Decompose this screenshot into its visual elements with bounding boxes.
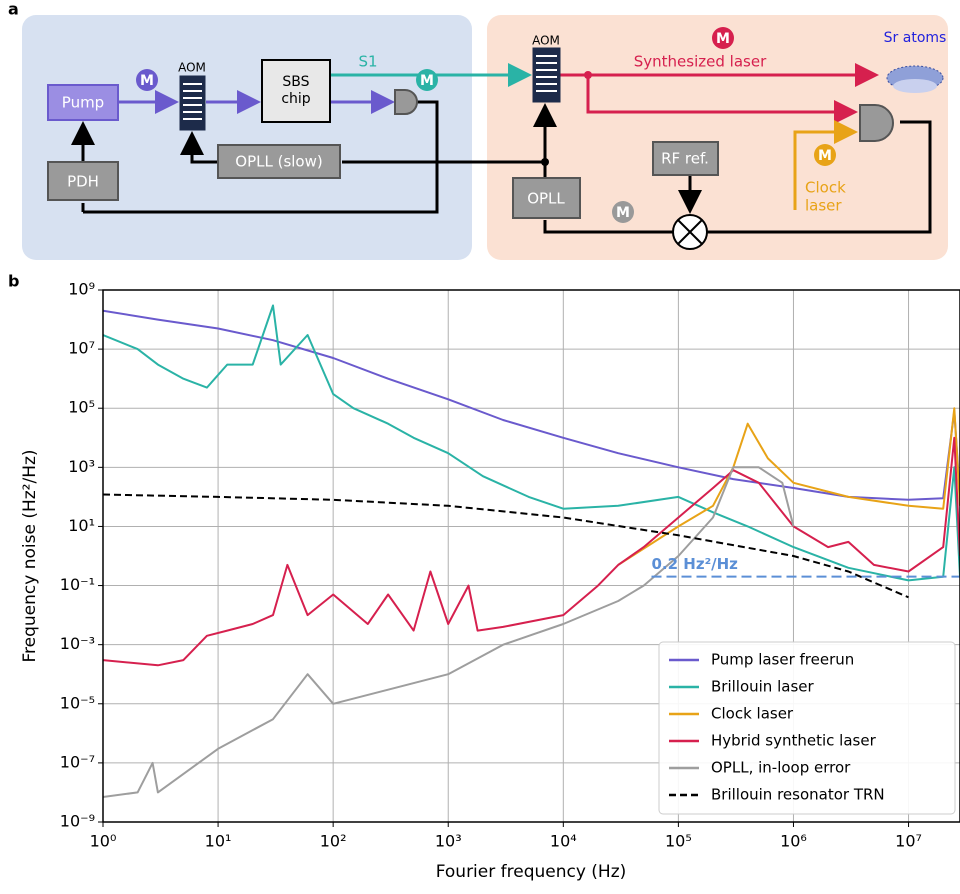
legend-label: OPLL, in-loop error [711, 759, 851, 777]
y-tick-label: 10⁵ [68, 398, 95, 417]
legend-label: Brillouin laser [711, 678, 814, 696]
legend-label: Pump laser freerun [711, 651, 854, 669]
y-tick-label: 10⁷ [68, 339, 95, 358]
node-label: Synthesized laser [634, 53, 767, 71]
node-label: OPLL [527, 190, 565, 208]
node-label: Pump [62, 94, 104, 112]
monitor-badge: M [616, 205, 630, 221]
annotation: 0.2 Hz²/Hz [651, 555, 738, 573]
node-label: Clock [805, 179, 846, 197]
diagram: a Pump AOM SBS chip S1 OPLL (slow) PDH M… [8, 0, 948, 260]
node-label: PDH [67, 173, 99, 191]
monitor-badge: M [420, 73, 434, 89]
x-tick-label: 10⁶ [780, 832, 807, 851]
series-line [103, 306, 960, 581]
x-tick-label: 10² [320, 832, 347, 851]
monitor-badge: M [818, 148, 832, 164]
monitor-badge: M [140, 73, 154, 89]
y-tick-label: 10³ [68, 457, 95, 476]
node-label: OPLL (slow) [235, 153, 322, 171]
x-axis-title: Fourier frequency (Hz) [436, 862, 627, 882]
y-tick-label: 10⁻³ [60, 634, 95, 653]
y-tick-label: 10⁻⁷ [60, 752, 95, 771]
legend-label: Brillouin resonator TRN [711, 786, 885, 804]
node-label: chip [281, 91, 310, 107]
legend-label: Clock laser [711, 705, 794, 723]
node-label: Sr atoms [884, 30, 947, 46]
series-line [103, 495, 909, 598]
x-tick-label: 10⁰ [90, 832, 117, 851]
y-tick-label: 10¹ [68, 516, 95, 535]
y-tick-label: 10⁻⁵ [60, 693, 95, 712]
y-tick-label: 10⁻⁹ [60, 812, 95, 831]
monitor-badge: M [716, 31, 730, 47]
series-line [103, 311, 960, 500]
node-label: laser [805, 197, 842, 215]
node-label: RF ref. [661, 150, 709, 168]
node-label: AOM [178, 61, 206, 75]
y-tick-label: 10⁻¹ [60, 575, 95, 594]
y-tick-label: 10⁹ [68, 280, 95, 299]
x-tick-label: 10³ [435, 832, 462, 851]
legend-label: Hybrid synthetic laser [711, 732, 877, 750]
node-label: SBS [282, 74, 309, 90]
chart: b Fourier frequency (Hz) Frequency noise… [8, 272, 960, 883]
series-line [103, 438, 960, 666]
panel-label: a [8, 0, 19, 19]
y-axis-title: Frequency noise (Hz²/Hz) [20, 449, 40, 662]
figure: a Pump AOM SBS chip S1 OPLL (slow) PDH M… [0, 0, 960, 890]
x-tick-label: 10⁷ [895, 832, 922, 851]
x-tick-label: 10⁴ [550, 832, 577, 851]
x-tick-label: 10¹ [205, 832, 232, 851]
x-tick-label: 10⁵ [665, 832, 692, 851]
panel-label: b [8, 272, 19, 291]
node-label: AOM [532, 34, 560, 48]
node-label: S1 [358, 53, 377, 71]
